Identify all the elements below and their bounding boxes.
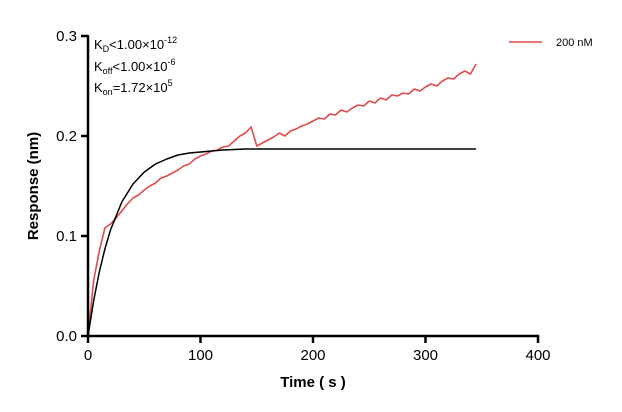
legend: 200 nM — [509, 37, 593, 49]
series-line-200nm — [87, 63, 477, 337]
x-tick-label: 300 — [413, 347, 438, 364]
y-tick-label: 0.1 — [56, 228, 77, 245]
x-tick-label: 0 — [84, 347, 92, 364]
x-axis-title: Time ( s ) — [280, 374, 346, 391]
kon-annotation: Kon=1.72×105 — [94, 78, 173, 97]
x-tick-label: 100 — [188, 347, 213, 364]
kd-annotation: KD<1.00×10-12 — [94, 35, 177, 54]
y-tick-label: 0.3 — [56, 28, 77, 45]
kinetics-annotation: KD<1.00×10-12 Koff<1.00×10-6 Kon=1.72×10… — [94, 35, 177, 97]
legend-label-200nm: 200 nM — [556, 37, 593, 49]
series-layer — [87, 63, 477, 337]
fit-curve — [87, 148, 477, 337]
x-tick-label: 400 — [525, 347, 550, 364]
koff-annotation: Koff<1.00×10-6 — [94, 57, 175, 76]
y-tick-label: 0.2 — [56, 128, 77, 145]
axes: 0.0 0.1 0.2 0.3 0 100 200 300 400 — [56, 28, 550, 364]
y-tick-label: 0.0 — [56, 328, 77, 345]
x-tick-label: 200 — [300, 347, 325, 364]
y-axis-title: Response (nm) — [25, 132, 42, 240]
